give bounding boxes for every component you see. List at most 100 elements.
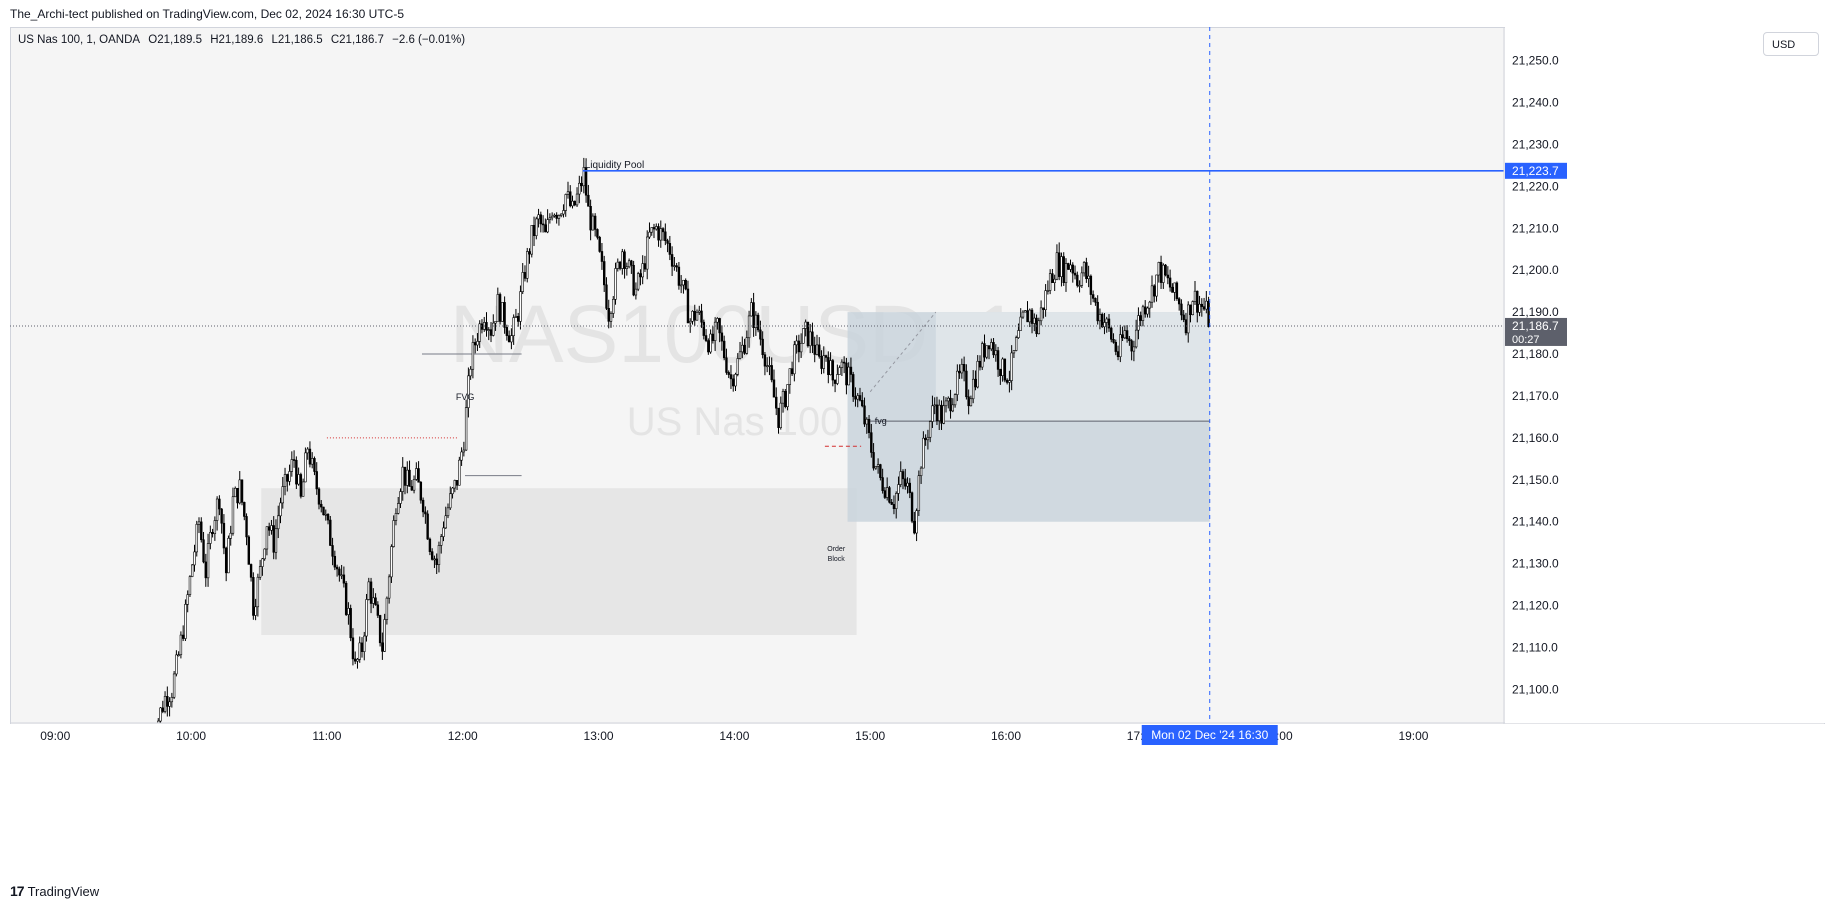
time-tick-label: 19:00 (1398, 729, 1428, 743)
candle-body (265, 526, 269, 550)
candle-body (290, 459, 294, 472)
candle-body (1064, 263, 1068, 283)
candle-body (442, 527, 445, 537)
candle-body (996, 350, 1000, 370)
currency-button[interactable]: USD (1763, 32, 1819, 56)
candle-body (236, 487, 239, 504)
candle-body (1123, 330, 1127, 339)
candle-body (874, 465, 878, 469)
candle-body (974, 378, 977, 388)
candle-body (222, 522, 226, 549)
candle-body (170, 696, 174, 703)
candle-body (734, 374, 737, 387)
price-tick-label: 21,190.0 (1512, 305, 1559, 319)
candle-body (1200, 303, 1204, 307)
candle-body (186, 594, 189, 605)
candle-body (990, 342, 993, 350)
price-chart[interactable]: NAS100USD, 1US Nas 100 Liquidity PoolFVG… (10, 27, 1825, 875)
candle-body (308, 448, 312, 465)
candle-body (919, 467, 923, 477)
candle-body (279, 502, 282, 517)
candle-body (847, 366, 850, 386)
candle-body (1053, 278, 1056, 283)
liquidity-pool-label: Liquidity Pool (585, 160, 644, 171)
candle-body (969, 398, 973, 407)
candle-body (797, 340, 801, 353)
candle-body (1155, 274, 1158, 297)
candle-body (227, 538, 230, 574)
candle-body (428, 538, 432, 552)
candle-body (747, 315, 751, 339)
candle-body (582, 167, 586, 187)
candle-body (1162, 264, 1165, 283)
candle-body (510, 335, 513, 343)
candle-body (460, 451, 463, 461)
publish-header: The_Archi-tect published on TradingView.… (0, 0, 1835, 27)
tradingview-logo[interactable]: 17 TradingView (10, 883, 99, 899)
candle-body (958, 370, 961, 374)
legend-change: −2.6 (−0.01%) (392, 34, 466, 46)
candle-body (768, 365, 771, 367)
candle-body (383, 619, 386, 652)
candle-body (424, 511, 427, 515)
candle-body (1128, 338, 1131, 342)
candle-body (240, 479, 244, 503)
candle-body (324, 513, 327, 516)
candle-body (718, 318, 721, 334)
candle-body (741, 344, 744, 353)
candle-body (858, 395, 862, 401)
candle-body (928, 421, 932, 438)
candle-body (453, 480, 457, 489)
candle-body (437, 545, 441, 565)
legend-high: H21,189.6 (210, 34, 264, 46)
candle-body (521, 272, 524, 292)
candle-body (861, 400, 864, 407)
candle-body (655, 226, 658, 230)
candle-body (528, 251, 531, 255)
candle-body (535, 218, 538, 237)
candle-body (704, 335, 708, 341)
candle-body (166, 696, 169, 707)
candle-body (899, 471, 902, 485)
candle-body (892, 504, 896, 509)
candle-body (788, 368, 792, 385)
candle-body (397, 503, 400, 514)
candle-body (378, 615, 382, 644)
candle-body (562, 210, 565, 215)
candle-body (338, 568, 341, 576)
candle-body (342, 574, 346, 584)
candle-body (722, 340, 726, 359)
candle-body (234, 487, 237, 498)
candle-body (648, 231, 651, 238)
price-tick-label: 21,180.0 (1512, 347, 1559, 361)
candle-body (935, 404, 939, 422)
candle-body (494, 321, 497, 324)
candle-body (408, 469, 411, 487)
candle-body (335, 566, 339, 570)
candle-body (320, 503, 323, 508)
candle-body (951, 404, 955, 412)
candle-body (745, 337, 749, 354)
candle-body (252, 577, 255, 616)
candle-body (1094, 298, 1097, 303)
footer-bar: 17 TradingView (0, 875, 1835, 909)
candle-body (415, 468, 418, 480)
candle-body (1134, 329, 1138, 348)
candle-body (1048, 273, 1052, 291)
candle-body (548, 217, 552, 220)
candle-body (247, 536, 251, 565)
price-axis-bg (1505, 27, 1825, 723)
candle-body (507, 335, 511, 343)
candle-body (369, 581, 373, 604)
candle-body (922, 437, 925, 469)
candle-body (1046, 290, 1050, 292)
candle-body (1159, 262, 1163, 283)
candle-body (492, 322, 495, 336)
candle-body (575, 193, 579, 206)
time-tick-label: 16:00 (991, 729, 1021, 743)
candle-body (702, 321, 706, 336)
time-tick-label: 15:00 (855, 729, 885, 743)
candle-body (716, 318, 719, 323)
candle-body (953, 394, 957, 406)
candle-body (1110, 327, 1113, 340)
